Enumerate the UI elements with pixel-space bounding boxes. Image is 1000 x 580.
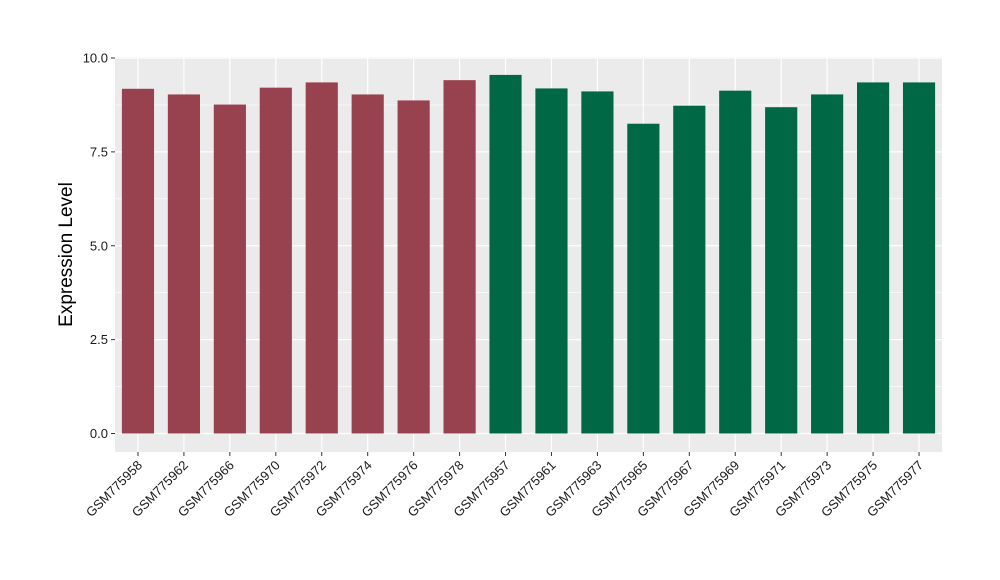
plot-panel (115, 57, 942, 452)
bar-GSM775977 (902, 82, 936, 434)
y-tick-label: 5.0 (90, 238, 108, 253)
bar-GSM775961 (535, 88, 568, 434)
y-tick-label: 2.5 (90, 332, 108, 347)
bar-GSM775970 (259, 87, 292, 434)
bar-GSM775973 (811, 94, 844, 434)
x-axis: GSM775958GSM775962GSM775966GSM775970GSM7… (83, 452, 926, 520)
bar-GSM775957 (489, 74, 522, 434)
y-tick-label: 7.5 (90, 144, 108, 159)
bar-GSM775966 (213, 104, 246, 434)
y-tick-label: 0.0 (90, 426, 108, 441)
y-tick-label: 10.0 (83, 51, 108, 66)
grid-minor (115, 104, 942, 387)
bar-GSM775974 (351, 94, 384, 434)
y-axis: 0.0 2.5 5.0 7.5 10.0 (83, 51, 115, 441)
bar-GSM775967 (673, 105, 706, 434)
bar-GSM775962 (167, 94, 200, 434)
bar-GSM775976 (397, 100, 430, 434)
bar-GSM775963 (581, 91, 614, 434)
bar-GSM775965 (627, 123, 660, 434)
bar-GSM775978 (443, 80, 476, 434)
y-axis-title: Expression Level (56, 182, 77, 327)
bar-GSM775972 (305, 82, 338, 434)
bar-GSM775975 (857, 82, 890, 434)
bar-GSM775958 (121, 88, 155, 434)
bar-GSM775971 (765, 107, 798, 434)
bars (121, 74, 936, 434)
bar-GSM775969 (719, 90, 752, 434)
